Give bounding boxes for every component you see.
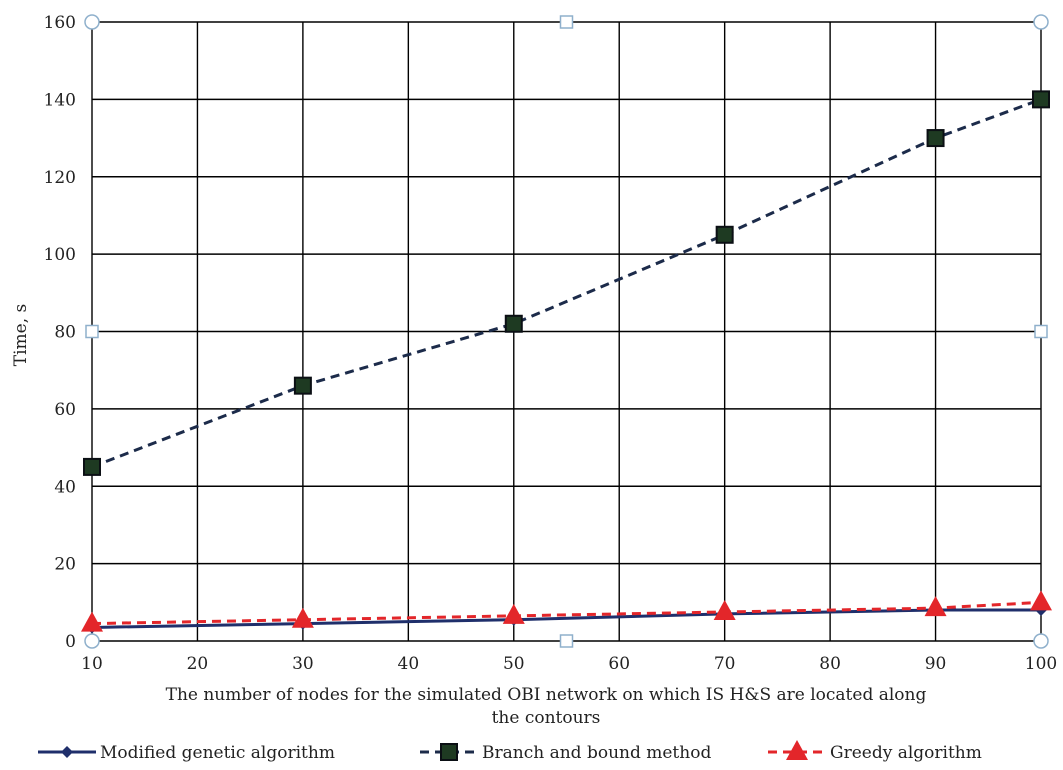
legend-marker [440,743,458,761]
x-axis-title-line-1: The number of nodes for the simulated OB… [166,685,927,705]
x-tick-label: 20 [187,654,209,674]
legend-item: Branch and bound method [420,743,711,763]
x-axis-ticks: 10 20 30 40 50 60 70 80 90 100 [81,654,1057,674]
corner-resize-handle[interactable] [1033,14,1049,30]
y-tick-label: 140 [44,90,76,110]
legend-marker [61,746,73,758]
x-tick-label: 90 [925,654,947,674]
data-point [83,457,101,476]
x-tick-label: 30 [292,654,314,674]
corner-resize-handle[interactable] [84,14,100,30]
x-tick-label: 70 [714,654,736,674]
legend-label: Greedy algorithm [830,743,982,763]
series-line-0 [91,608,1041,629]
y-tick-label: 160 [44,13,76,33]
edge-resize-handle[interactable] [1034,324,1048,339]
y-axis-title: Time, s [11,304,31,367]
legend: Modified genetic algorithm Branch and bou… [38,740,982,763]
y-tick-label: 40 [54,477,76,497]
legend-marker [786,740,808,760]
grid [91,21,1042,642]
y-tick-label: 80 [54,323,76,343]
y-tick-label: 60 [54,400,76,420]
x-tick-label: 100 [1025,654,1057,674]
data-point [291,607,314,628]
series-line-1 [91,97,1042,469]
series-line-2 [91,600,1042,626]
x-tick-label: 50 [503,654,525,674]
corner-resize-handle[interactable] [1033,633,1049,649]
y-tick-label: 120 [44,168,76,188]
data-point [924,596,947,617]
data-point [293,376,312,395]
data-point [713,599,736,620]
edge-resize-handle[interactable] [559,634,574,648]
legend-item: Modified genetic algorithm [38,743,335,763]
data-point [1032,90,1050,109]
data-point [926,129,945,148]
legend-label: Branch and bound method [482,743,711,763]
data-point [504,314,523,333]
y-tick-label: 20 [54,555,76,575]
selection-handles[interactable] [84,14,1049,649]
y-tick-label: 0 [65,632,76,652]
series-lines [81,90,1052,634]
x-axis-title-line-2: the contours [492,708,601,728]
data-point [502,603,525,624]
x-tick-label: 80 [819,654,841,674]
edge-resize-handle[interactable] [85,324,99,339]
data-point [1030,590,1052,611]
legend-label: Modified genetic algorithm [100,743,335,763]
x-tick-label: 60 [608,654,630,674]
data-point [81,611,103,632]
data-point [715,225,734,244]
edge-resize-handle[interactable] [559,15,574,29]
corner-resize-handle[interactable] [84,633,100,649]
x-tick-label: 40 [398,654,420,674]
y-axis-ticks: 0 20 40 60 80 100 120 140 160 [44,13,76,652]
x-tick-label: 10 [81,654,103,674]
legend-item: Greedy algorithm [768,740,982,763]
y-tick-label: 100 [44,245,76,265]
